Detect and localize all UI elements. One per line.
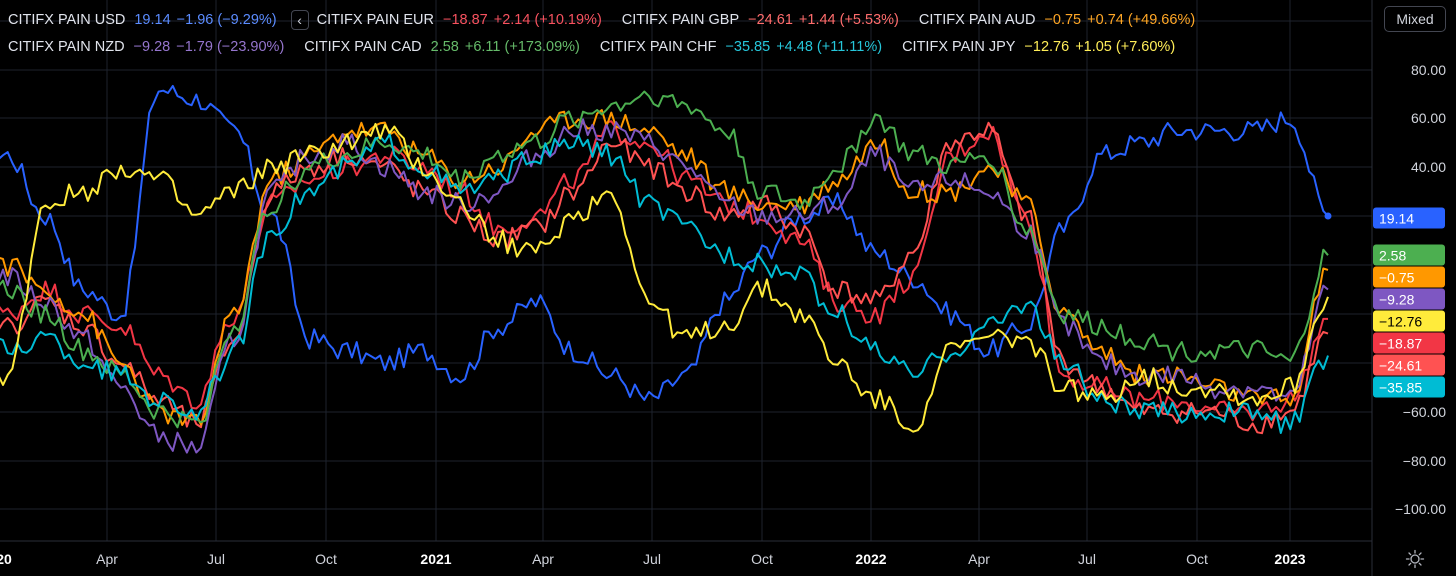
legend-name: CITIFX PAIN AUD	[918, 12, 1036, 28]
series-lines	[0, 84, 1332, 454]
last-value-badge-nzd: −9.28	[1373, 288, 1445, 310]
series-line-nzd	[0, 118, 1329, 454]
legend-change: −1.96 (−9.29%)	[176, 12, 277, 28]
last-value-badge-cad: 2.58	[1373, 244, 1445, 266]
collapse-legend-button[interactable]: ‹	[290, 10, 309, 30]
last-value-badge-usd: 19.14	[1373, 207, 1445, 229]
x-tick-label: 2022	[855, 551, 887, 567]
x-tick-label: Apr	[96, 551, 118, 567]
y-tick-label: −100.00	[1395, 501, 1446, 517]
legend-change: +6.11 (+173.09%)	[464, 39, 580, 55]
legend-change: +1.05 (+7.60%)	[1075, 39, 1176, 55]
legend-value: −9.28	[133, 39, 171, 55]
x-tick-label: Jul	[207, 551, 225, 567]
legend-change: +0.74 (+49.66%)	[1087, 12, 1196, 28]
legend-item-cad[interactable]: CITIFX PAIN CAD 2.58 +6.11 (+173.09%)	[304, 39, 580, 55]
x-tick-label: 2023	[1274, 551, 1306, 567]
legend-name: CITIFX PAIN USD	[8, 12, 126, 28]
last-value-badge-chf: −35.85	[1373, 376, 1445, 398]
series-line-usd	[0, 84, 1329, 401]
y-tick-label: 40.00	[1410, 159, 1446, 175]
legend-name: CITIFX PAIN CAD	[304, 39, 422, 55]
legend-value: −18.87	[442, 12, 488, 28]
series-line-gbp	[0, 121, 1329, 435]
legend-name: CITIFX PAIN EUR	[316, 12, 434, 28]
scale-mode-button[interactable]: Mixed	[1384, 6, 1446, 32]
last-value-badge-jpy: −12.76	[1373, 310, 1445, 332]
legend-row-1: CITIFX PAIN USD 19.14 −1.96 (−9.29%) ‹ C…	[8, 10, 1215, 30]
x-tick-label: Jul	[1078, 551, 1096, 567]
legend-value: −0.75	[1044, 12, 1082, 28]
x-tick-label: Oct	[751, 551, 773, 567]
x-tick-label: 20	[0, 551, 12, 567]
legend-change: +4.48 (+11.11%)	[776, 39, 883, 55]
legend-item-gbp[interactable]: CITIFX PAIN GBP −24.61 +1.44 (+5.53%)	[622, 12, 899, 28]
series-line-chf	[0, 133, 1329, 434]
y-tick-label: 60.00	[1410, 110, 1446, 126]
legend-value: −24.61	[748, 12, 793, 28]
legend-value: 2.58	[430, 39, 459, 55]
y-tick-label: 80.00	[1410, 62, 1446, 78]
legend-change: −1.79 (−23.90%)	[176, 39, 285, 55]
series-line-jpy	[0, 122, 1329, 433]
legend-name: CITIFX PAIN GBP	[621, 12, 740, 28]
legend-item-usd[interactable]: CITIFX PAIN USD 19.14 −1.96 (−9.29%)	[8, 12, 277, 28]
legend-item-eur[interactable]: CITIFX PAIN EUR −18.87 +2.14 (+10.19%)	[317, 12, 602, 28]
legend-name: CITIFX PAIN NZD	[8, 39, 125, 55]
legend-item-nzd[interactable]: CITIFX PAIN NZD −9.28 −1.79 (−23.90%)	[8, 39, 284, 55]
legend-value: −12.76	[1024, 39, 1070, 55]
legend-item-aud[interactable]: CITIFX PAIN AUD −0.75 +0.74 (+49.66%)	[919, 12, 1195, 28]
y-tick-label: −80.00	[1402, 453, 1446, 469]
x-tick-label: 2021	[420, 551, 452, 567]
last-value-badge-gbp: −24.61	[1373, 354, 1445, 376]
x-tick-label: Apr	[532, 551, 554, 567]
last-value-badge-aud: −0.75	[1373, 266, 1445, 288]
series-line-aud	[0, 109, 1329, 426]
legend-name: CITIFX PAIN JPY	[902, 39, 1016, 55]
legend-item-chf[interactable]: CITIFX PAIN CHF −35.85 +4.48 (+11.11%)	[600, 39, 882, 55]
legend-change: +2.14 (+10.19%)	[493, 12, 602, 28]
x-tick-label: Apr	[968, 551, 990, 567]
last-point-marker	[1324, 212, 1332, 220]
legend-value: −35.85	[725, 39, 771, 55]
x-tick-label: Jul	[643, 551, 661, 567]
legend-name: CITIFX PAIN CHF	[599, 39, 717, 55]
legend-row-2: CITIFX PAIN NZD −9.28 −1.79 (−23.90%) CI…	[8, 39, 1195, 55]
settings-gear-icon[interactable]	[1405, 549, 1425, 569]
legend-change: +1.44 (+5.53%)	[798, 12, 899, 28]
legend-value: 19.14	[134, 12, 171, 28]
x-tick-label: Oct	[315, 551, 337, 567]
grid	[0, 0, 1372, 541]
y-tick-label: −60.00	[1402, 404, 1446, 420]
x-tick-label: Oct	[1186, 551, 1208, 567]
last-value-badge-eur: −18.87	[1373, 332, 1445, 354]
legend-item-jpy[interactable]: CITIFX PAIN JPY −12.76 +1.05 (+7.60%)	[902, 39, 1175, 55]
